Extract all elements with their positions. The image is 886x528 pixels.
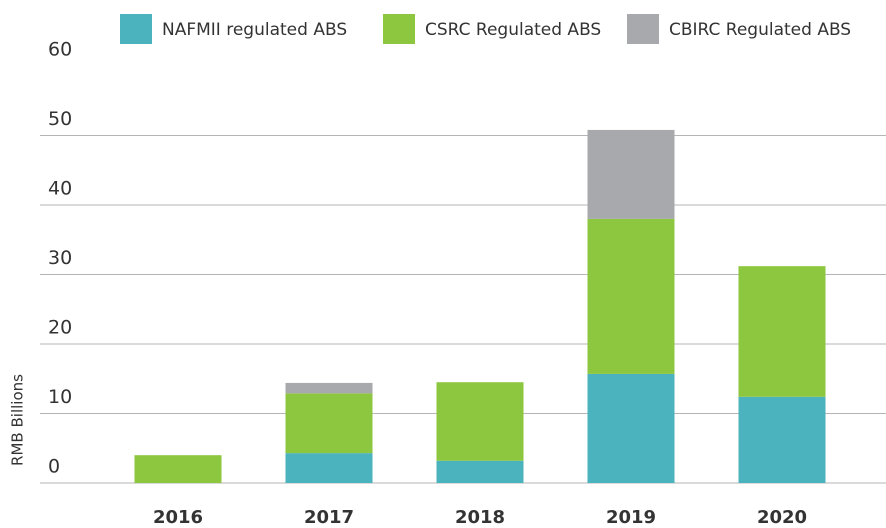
bar-segment [436, 382, 524, 461]
legend-label: CSRC Regulated ABS [425, 20, 601, 40]
legend-swatch [627, 14, 659, 44]
x-tick-label: 2016 [153, 507, 203, 528]
legend-swatch [383, 14, 415, 44]
bar-segment [285, 393, 373, 454]
bar-segment [436, 460, 524, 483]
y-tick-label: 10 [48, 386, 72, 408]
bar-segment [285, 382, 373, 394]
x-tick-label: 2017 [304, 507, 354, 528]
legend-swatch [120, 14, 152, 44]
legend-label: CBIRC Regulated ABS [669, 20, 851, 40]
legend-label: NAFMII regulated ABS [162, 20, 347, 40]
x-tick-label: 2018 [455, 507, 505, 528]
bar-segment [738, 396, 826, 483]
bar-segment [587, 373, 675, 483]
y-tick-label: 50 [48, 108, 72, 130]
y-tick-label: 20 [48, 317, 72, 339]
bar-segment [738, 266, 826, 397]
bar-segment [285, 453, 373, 483]
bar-segment [587, 129, 675, 219]
bar-segment [134, 455, 222, 483]
y-tick-label: 40 [48, 178, 72, 200]
y-tick-label: 0 [48, 456, 60, 478]
x-tick-label: 2020 [757, 507, 807, 528]
x-tick-label: 2019 [606, 507, 656, 528]
y-axis-label: RMB Billions [9, 374, 27, 466]
bar-segment [587, 218, 675, 374]
y-tick-label: 60 [48, 39, 72, 61]
y-tick-label: 30 [48, 247, 72, 269]
